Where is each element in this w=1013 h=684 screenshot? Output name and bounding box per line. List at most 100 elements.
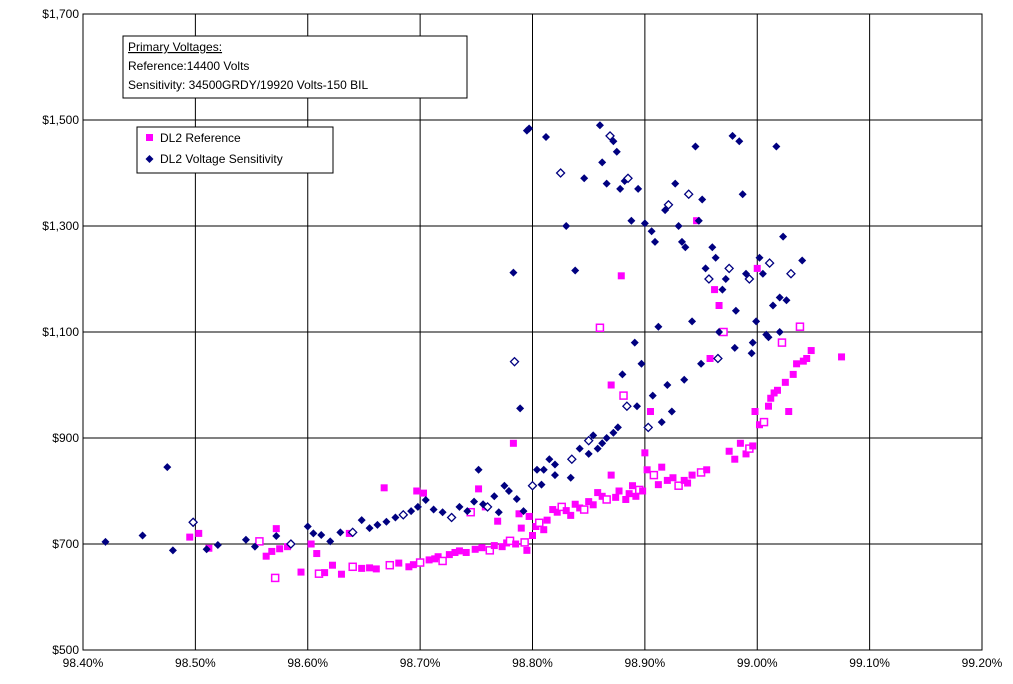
data-point-sensitivity	[613, 423, 622, 432]
data-point-sensitivity	[663, 199, 674, 210]
data-point-reference	[337, 570, 345, 578]
data-point-reference	[425, 556, 433, 564]
data-point-reference	[579, 505, 589, 514]
plot-area-frame	[82, 13, 983, 651]
data-point-sensitivity	[616, 184, 625, 193]
data-point-reference	[543, 516, 551, 524]
data-point-sensitivity	[326, 537, 335, 546]
data-point-reference	[641, 449, 649, 457]
data-point-sensitivity	[373, 520, 382, 529]
data-point-sensitivity	[347, 527, 358, 538]
data-point-sensitivity	[698, 195, 707, 204]
data-point-sensitivity	[721, 275, 730, 283]
data-point-reference	[793, 360, 801, 368]
y-tick-label: $500	[52, 643, 79, 657]
data-point-sensitivity	[634, 184, 643, 193]
data-point-sensitivity	[602, 179, 611, 188]
data-point-reference	[372, 565, 380, 573]
y-tick-label: $900	[52, 431, 79, 445]
data-point-sensitivity	[681, 243, 690, 252]
data-point-sensitivity	[421, 496, 430, 505]
data-point-reference	[838, 353, 846, 361]
data-point-reference	[540, 526, 548, 534]
data-point-reference	[438, 556, 447, 566]
data-point-reference	[617, 272, 625, 280]
data-point-reference	[557, 502, 566, 512]
y-tick-label: $1,300	[42, 219, 79, 233]
data-point-reference	[595, 323, 605, 333]
x-axis-tick-labels: 98.40% 98.50% 98.60% 98.70% 98.80% 98.90% 99.0…	[63, 656, 1003, 670]
data-point-sensitivity	[584, 449, 593, 458]
data-point-sensitivity	[647, 227, 656, 236]
data-point-reference	[262, 552, 270, 560]
data-point-sensitivity	[241, 535, 250, 544]
data-point-reference	[742, 450, 750, 458]
data-point-sensitivity	[640, 219, 649, 228]
data-point-sensitivity	[512, 494, 521, 503]
data-point-sensitivity	[691, 142, 700, 151]
y-tick-label: $1,500	[42, 113, 79, 127]
data-point-sensitivity	[532, 465, 541, 474]
x-tick-label: 99.20%	[962, 656, 1003, 670]
data-point-reference	[409, 561, 417, 569]
legend-marker-reference	[146, 134, 153, 141]
data-point-sensitivity	[525, 124, 534, 133]
data-point-reference	[789, 370, 797, 378]
data-point-sensitivity	[623, 173, 633, 184]
data-point-reference	[795, 322, 805, 331]
gridlines	[82, 13, 983, 651]
data-point-reference	[284, 543, 292, 551]
x-tick-label: 98.90%	[625, 656, 666, 670]
data-point-sensitivity	[357, 516, 366, 525]
data-point-sensitivity	[683, 189, 694, 200]
data-point-sensitivity	[562, 222, 571, 230]
data-point-sensitivity	[550, 471, 559, 480]
data-point-sensitivity	[711, 253, 720, 262]
data-point-sensitivity	[677, 237, 686, 246]
data-point-reference	[475, 485, 483, 493]
data-point-sensitivity	[680, 375, 689, 384]
data-point-reference	[643, 466, 651, 474]
data-point-sensitivity	[317, 530, 326, 539]
data-point-reference	[612, 493, 620, 501]
data-point-sensitivity	[336, 528, 345, 537]
data-point-sensitivity	[627, 216, 636, 225]
data-point-reference	[759, 417, 769, 427]
data-point-sensitivity	[138, 531, 147, 540]
data-point-sensitivity	[168, 546, 177, 555]
data-point-sensitivity	[188, 517, 199, 528]
data-point-sensitivity	[589, 431, 598, 440]
data-point-reference	[622, 495, 630, 503]
data-point-sensitivity	[768, 301, 777, 310]
data-point-sensitivity	[752, 317, 761, 326]
data-point-sensitivity	[398, 509, 409, 520]
data-point-sensitivity	[650, 237, 659, 246]
y-tick-label: $1,700	[42, 7, 79, 21]
data-point-reference	[313, 550, 321, 558]
data-point-reference	[706, 355, 714, 362]
annotation-title: Primary Voltages:	[128, 40, 222, 54]
data-point-reference	[567, 511, 575, 519]
data-point-reference	[255, 537, 264, 546]
data-point-reference	[348, 562, 357, 572]
data-point-reference	[534, 518, 544, 528]
data-point-sensitivity	[715, 328, 724, 336]
data-point-reference	[455, 547, 463, 555]
data-point-sensitivity	[637, 359, 646, 368]
data-point-reference	[594, 489, 602, 497]
data-point-sensitivity	[598, 158, 607, 167]
data-point-reference	[767, 394, 775, 402]
data-point-sensitivity	[697, 359, 706, 368]
data-point-sensitivity	[798, 256, 807, 265]
data-point-reference	[632, 492, 640, 500]
data-point-sensitivity	[583, 435, 594, 446]
data-point-reference	[405, 563, 413, 571]
data-point-reference	[562, 507, 570, 515]
data-point-reference	[715, 302, 723, 309]
y-tick-label: $1,100	[42, 325, 79, 339]
data-point-reference	[451, 548, 459, 556]
legend-label-sensitivity: DL2 Voltage Sensitivity	[160, 152, 283, 166]
data-point-sensitivity	[519, 507, 528, 516]
data-point-reference	[736, 439, 744, 447]
data-point-sensitivity	[758, 269, 767, 278]
